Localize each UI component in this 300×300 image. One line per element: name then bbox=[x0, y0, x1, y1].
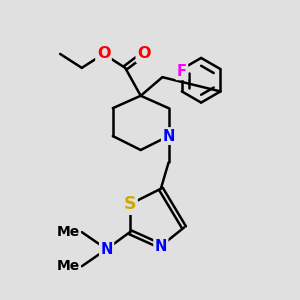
Text: N: N bbox=[162, 129, 175, 144]
Text: O: O bbox=[137, 46, 151, 62]
Text: S: S bbox=[124, 195, 136, 213]
Text: O: O bbox=[97, 46, 110, 62]
Text: F: F bbox=[177, 64, 187, 79]
Text: Me: Me bbox=[57, 259, 80, 273]
Text: N: N bbox=[155, 238, 167, 253]
Text: Me: Me bbox=[57, 225, 80, 239]
Text: N: N bbox=[100, 242, 113, 257]
